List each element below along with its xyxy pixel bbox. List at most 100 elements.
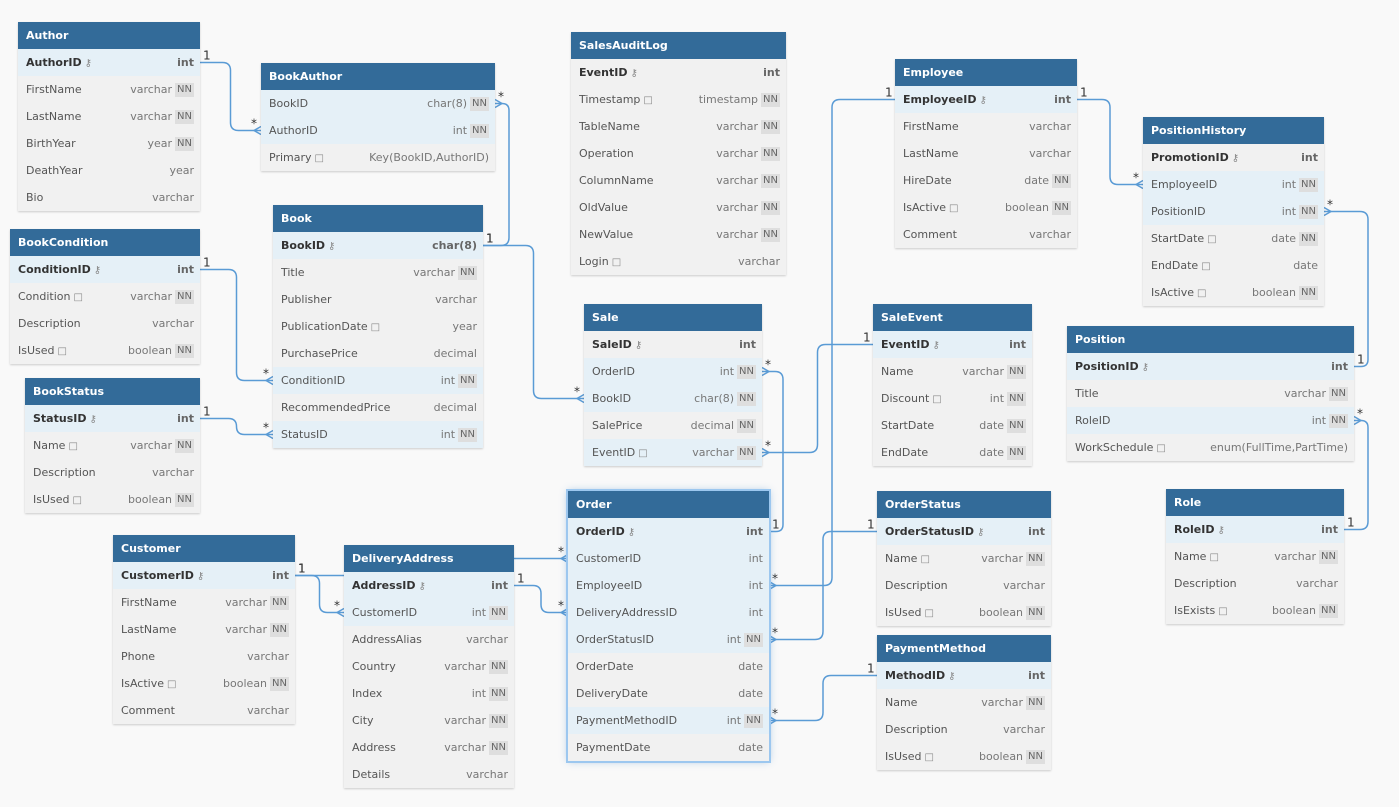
table-header[interactable]: Employee xyxy=(895,59,1077,86)
column-row[interactable]: Discount □ int NN xyxy=(873,385,1032,412)
column-row[interactable]: CustomerID int NN xyxy=(344,599,514,626)
column-row[interactable]: IsExists □ boolean NN xyxy=(1166,597,1344,624)
table-author[interactable]: Author AuthorID ⚷ int FirstName varchar NN Last… xyxy=(18,22,200,211)
table-position-history[interactable]: PositionHistory PromotionID ⚷ int EmployeeID… xyxy=(1143,117,1324,306)
column-row[interactable]: PaymentMethodID int NN xyxy=(568,707,769,734)
column-row[interactable]: AddressAlias varchar xyxy=(344,626,514,653)
table-sale[interactable]: Sale SaleID ⚷ int OrderID int NN BookID char(8) N… xyxy=(584,304,762,466)
table-header[interactable]: Book xyxy=(273,205,483,232)
table-book-status[interactable]: BookStatus StatusID ⚷ int Name □ varchar NN Desc… xyxy=(25,378,200,513)
column-row[interactable]: Login □ varchar xyxy=(571,248,786,275)
table-header[interactable]: PaymentMethod xyxy=(877,635,1051,662)
column-row[interactable]: DeathYear year xyxy=(18,157,200,184)
column-row[interactable]: StartDate □ date NN xyxy=(1143,225,1324,252)
column-row[interactable]: IsUsed □ boolean NN xyxy=(877,743,1051,770)
column-row[interactable]: EmployeeID int xyxy=(568,572,769,599)
column-row[interactable]: HireDate date NN xyxy=(895,167,1077,194)
column-row[interactable]: IsActive □ boolean NN xyxy=(1143,279,1324,306)
column-row[interactable]: Phone varchar xyxy=(113,643,295,670)
table-header[interactable]: SaleEvent xyxy=(873,304,1032,331)
table-header[interactable]: SalesAuditLog xyxy=(571,32,786,59)
column-row[interactable]: EndDate □ date xyxy=(1143,252,1324,279)
column-row[interactable]: BookID ⚷ char(8) xyxy=(273,232,483,259)
column-row[interactable]: IsUsed □ boolean NN xyxy=(10,337,200,364)
column-row[interactable]: StartDate date NN xyxy=(873,412,1032,439)
column-row[interactable]: MethodID ⚷ int xyxy=(877,662,1051,689)
column-row[interactable]: StatusID ⚷ int xyxy=(25,405,200,432)
column-row[interactable]: IsActive □ boolean NN xyxy=(113,670,295,697)
column-row[interactable]: Condition □ varchar NN xyxy=(10,283,200,310)
table-book-condition[interactable]: BookCondition ConditionID ⚷ int Condition □ va… xyxy=(10,229,200,364)
column-row[interactable]: Bio varchar xyxy=(18,184,200,211)
column-row[interactable]: Publisher varchar xyxy=(273,286,483,313)
table-sales-audit-log[interactable]: SalesAuditLog EventID ⚷ int Timestamp □ timest… xyxy=(571,32,786,275)
column-row[interactable]: OrderStatusID int NN xyxy=(568,626,769,653)
table-header[interactable]: Order xyxy=(568,491,769,518)
table-header[interactable]: Author xyxy=(18,22,200,49)
column-row[interactable]: Timestamp □ timestamp NN xyxy=(571,86,786,113)
column-row[interactable]: CustomerID ⚷ int xyxy=(113,562,295,589)
table-delivery-address[interactable]: DeliveryAddress AddressID ⚷ int CustomerID in… xyxy=(344,545,514,788)
column-row[interactable]: Country varchar NN xyxy=(344,653,514,680)
relation-line-customer-delivery-address[interactable] xyxy=(295,574,344,614)
table-header[interactable]: Position xyxy=(1067,326,1354,353)
column-row[interactable]: Name □ varchar NN xyxy=(25,432,200,459)
column-row[interactable]: OrderDate date xyxy=(568,653,769,680)
column-row[interactable]: OldValue varchar NN xyxy=(571,194,786,221)
column-row[interactable]: ColumnName varchar NN xyxy=(571,167,786,194)
column-row[interactable]: Description varchar xyxy=(877,716,1051,743)
column-row[interactable]: BookID char(8) NN xyxy=(261,90,495,117)
column-row[interactable]: RoleID ⚷ int xyxy=(1166,516,1344,543)
table-header[interactable]: Customer xyxy=(113,535,295,562)
column-row[interactable]: Title varchar NN xyxy=(1067,380,1354,407)
column-row[interactable]: Name varchar NN xyxy=(877,689,1051,716)
relation-line-payment-method-order[interactable] xyxy=(769,674,877,722)
column-row[interactable]: Name varchar NN xyxy=(873,358,1032,385)
column-row[interactable]: TableName varchar NN xyxy=(571,113,786,140)
column-row[interactable]: City varchar NN xyxy=(344,707,514,734)
relation-line-book-status-book[interactable] xyxy=(200,417,273,436)
column-row[interactable]: Address varchar NN xyxy=(344,734,514,761)
table-book-author[interactable]: BookAuthor BookID char(8) NN AuthorID int NN Pr… xyxy=(261,63,495,171)
column-row[interactable]: LastName varchar xyxy=(895,140,1077,167)
table-sale-event[interactable]: SaleEvent EventID ⚷ int Name varchar NN Discoun… xyxy=(873,304,1032,466)
column-row[interactable]: Name □ varchar NN xyxy=(1166,543,1344,570)
table-header[interactable]: Sale xyxy=(584,304,762,331)
column-row[interactable]: EventID ⚷ int xyxy=(571,59,786,86)
column-row[interactable]: PublicationDate □ year xyxy=(273,313,483,340)
column-row[interactable]: NewValue varchar NN xyxy=(571,221,786,248)
relation-line-order-status-order[interactable] xyxy=(769,530,877,641)
column-row[interactable]: OrderStatusID ⚷ int xyxy=(877,518,1051,545)
table-customer[interactable]: Customer CustomerID ⚷ int FirstName varchar NN… xyxy=(113,535,295,724)
relation-line-employee-position-history[interactable] xyxy=(1077,98,1143,186)
column-row[interactable]: AuthorID int NN xyxy=(261,117,495,144)
column-row[interactable]: SaleID ⚷ int xyxy=(584,331,762,358)
column-row[interactable]: CustomerID int xyxy=(568,545,769,572)
column-row[interactable]: Operation varchar NN xyxy=(571,140,786,167)
column-row[interactable]: FirstName varchar NN xyxy=(18,76,200,103)
column-row[interactable]: WorkSchedule □ enum(FullTime,PartTime) xyxy=(1067,434,1354,461)
column-row[interactable]: Comment varchar xyxy=(113,697,295,724)
column-row[interactable]: ConditionID ⚷ int xyxy=(10,256,200,283)
column-row[interactable]: LastName varchar NN xyxy=(113,616,295,643)
column-row[interactable]: PaymentDate date xyxy=(568,734,769,761)
column-row[interactable]: Name □ varchar NN xyxy=(877,545,1051,572)
column-row[interactable]: StatusID int NN xyxy=(273,421,483,448)
column-row[interactable]: Details varchar xyxy=(344,761,514,788)
column-row[interactable]: PromotionID ⚷ int xyxy=(1143,144,1324,171)
column-row[interactable]: RoleID int NN xyxy=(1067,407,1354,434)
column-row[interactable]: PositionID ⚷ int xyxy=(1067,353,1354,380)
relation-line-book-sale[interactable] xyxy=(483,244,584,400)
column-row[interactable]: BookID char(8) NN xyxy=(584,385,762,412)
column-row[interactable]: EventID ⚷ int xyxy=(873,331,1032,358)
column-row[interactable]: DeliveryDate date xyxy=(568,680,769,707)
column-row[interactable]: FirstName varchar xyxy=(895,113,1077,140)
table-order[interactable]: Order OrderID ⚷ int CustomerID int EmployeeID i… xyxy=(566,489,771,763)
column-row[interactable]: DeliveryAddressID int xyxy=(568,599,769,626)
column-row[interactable]: Comment varchar xyxy=(895,221,1077,248)
column-row[interactable]: Description varchar xyxy=(1166,570,1344,597)
table-order-status[interactable]: OrderStatus OrderStatusID ⚷ int Name □ varchar… xyxy=(877,491,1051,626)
relation-line-delivery-address-order[interactable] xyxy=(514,584,568,614)
column-row[interactable]: EmployeeID int NN xyxy=(1143,171,1324,198)
